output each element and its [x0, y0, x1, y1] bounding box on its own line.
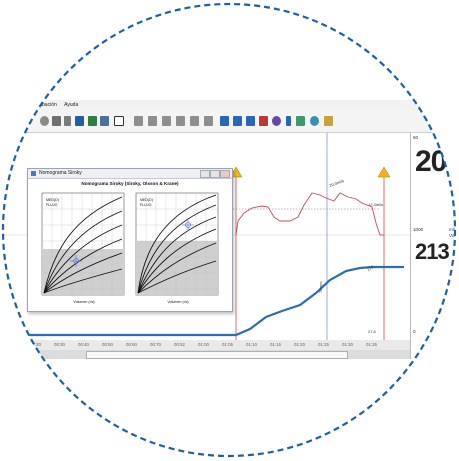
grid-icon[interactable] — [296, 116, 305, 126]
left-panel-label: MED(D) — [46, 198, 59, 202]
time-tick-label: 00:30 — [54, 342, 65, 347]
right-nomogram: MED(D) FLUJO — [135, 192, 219, 296]
book-icon[interactable] — [88, 116, 97, 126]
bottle-icon[interactable] — [176, 116, 185, 126]
time-tick-label: 00:40 — [78, 342, 89, 347]
horizontal-scrollbar[interactable] — [3, 350, 410, 359]
time-tick-label: 01:05 — [222, 342, 233, 347]
volume-curve-label: 213 — [366, 264, 375, 272]
left-x-axis-label: Volumen (ml) — [73, 300, 94, 304]
bottle-icon[interactable] — [162, 116, 171, 126]
nomogram-title: Nomograma Siroky — [39, 170, 82, 176]
volume-readout: 213 — [415, 239, 450, 264]
menu-item-help[interactable]: Ayuda — [64, 102, 79, 108]
bottle-icon[interactable] — [148, 116, 157, 126]
scale-mid-label: 1000 — [413, 227, 424, 232]
palette-icon[interactable] — [272, 116, 281, 126]
time-tick-label: 00:70 — [150, 342, 161, 347]
nomogram-plots: MED(D) FLUJO — [41, 192, 219, 304]
side-value-label: 27,6 — [368, 329, 377, 334]
crosshair-marker — [182, 219, 194, 231]
time-marker-label: Tiempo — [319, 281, 323, 293]
bottle-icon[interactable] — [204, 116, 213, 126]
cup-icon[interactable] — [220, 116, 229, 126]
bottle-icon[interactable] — [190, 116, 199, 126]
left-panel-sublabel: FLUJO — [46, 203, 58, 207]
maximize-button[interactable] — [210, 170, 220, 178]
right-panel-sublabel: FLUJO — [140, 203, 152, 207]
record-icon[interactable] — [40, 116, 49, 126]
time-tick-label: 01:15 — [270, 342, 281, 347]
nomogram-heading: Nomograma Siroky (Siroky, Olsson & Krane… — [81, 181, 179, 186]
save-icon[interactable] — [75, 116, 84, 126]
warning-icon[interactable] — [377, 166, 391, 178]
time-tick-label: 01:10 — [246, 342, 257, 347]
minimize-button[interactable] — [200, 170, 210, 178]
cup-icon[interactable] — [233, 116, 242, 126]
mean-flow-label: 12,3ml/s — [368, 202, 383, 207]
crosshair-marker — [70, 255, 82, 267]
folder-icon[interactable] — [324, 116, 333, 126]
peak-flow-label: 20,0ml/s — [329, 178, 345, 188]
scale-top-label: 50 — [413, 135, 419, 140]
menu-item-recording[interactable]: Grabación — [33, 102, 57, 108]
cup-icon[interactable] — [246, 116, 255, 126]
volume-unit-label: Volu — [449, 233, 458, 238]
time-tick-label: 01:30 — [342, 342, 353, 347]
scale-bottom-label: 0 — [413, 329, 416, 334]
nomogram-titlebar[interactable]: Nomograma Siroky — [28, 169, 232, 179]
chart-icon[interactable] — [100, 116, 109, 126]
warning-icon[interactable] — [229, 166, 243, 178]
time-tick-label: 00:20 — [30, 342, 41, 347]
time-tick-label: 01:00 — [198, 342, 209, 347]
left-nomogram: MED(D) FLUJO — [41, 192, 125, 296]
time-tick-label: 01:20 — [294, 342, 305, 347]
bottle-icon[interactable] — [134, 116, 143, 126]
app-icon — [31, 171, 36, 176]
flow-curve — [235, 192, 384, 236]
speaker-icon[interactable] — [286, 116, 291, 126]
right-panel-label: MED(D) — [140, 198, 153, 202]
flow-unit-label: ml/s — [449, 227, 458, 232]
time-tick-label: 00:50 — [102, 342, 113, 347]
cup-icon[interactable] — [259, 116, 268, 126]
volume-curve — [3, 265, 404, 337]
scrollbar-thumb[interactable] — [86, 351, 348, 359]
time-tick-label: 01:35 — [366, 342, 377, 347]
window-icon[interactable] — [114, 116, 124, 126]
filter-icon[interactable] — [64, 116, 71, 126]
nomogram-window[interactable]: Nomograma Siroky Nomograma Siroky (Sirok… — [27, 168, 233, 312]
time-tick-label: 00:52 — [174, 342, 185, 347]
right-x-axis-label: Volumen (ml) — [167, 300, 188, 304]
time-tick-label: 00:60 — [126, 342, 137, 347]
drop-icon[interactable] — [310, 116, 319, 126]
undo-icon[interactable] — [52, 116, 61, 126]
toolbar — [3, 110, 455, 133]
time-tick-label: 01:25 — [318, 342, 329, 347]
time-axis: 00:20 00:30 00:40 00:50 00:60 00:70 00:52 01:00… — [3, 340, 410, 350]
close-button[interactable] — [220, 170, 230, 178]
